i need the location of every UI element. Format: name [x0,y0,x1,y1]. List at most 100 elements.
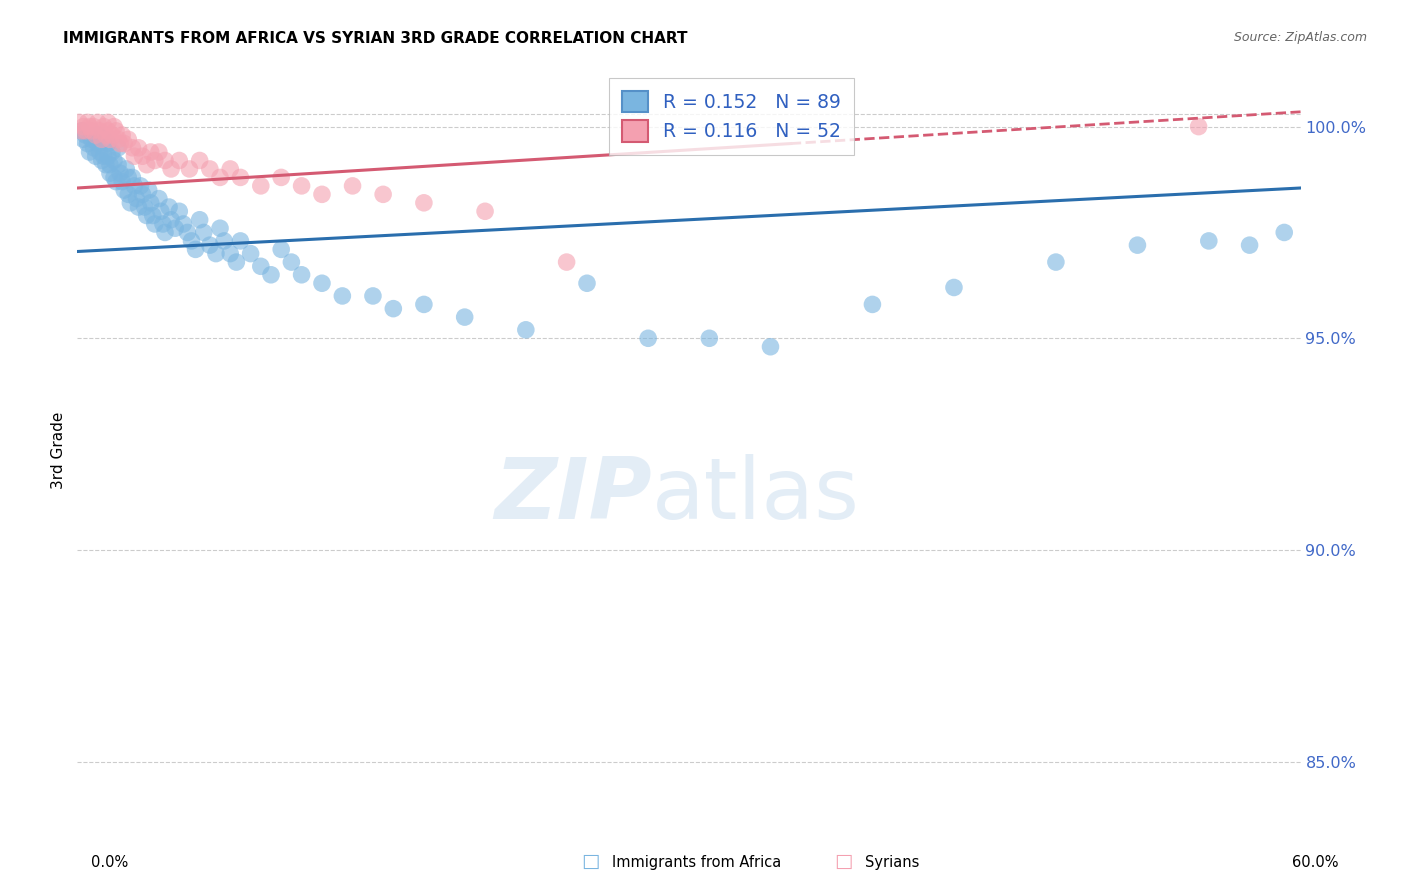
Point [280,255,302,269]
Point [135,158,157,172]
Point [1198,234,1220,248]
Point [153,153,176,168]
Point [117,132,139,146]
Point [127,200,149,214]
Point [70,124,93,138]
Point [87,128,110,142]
Text: ZIP: ZIP [495,454,652,537]
Point [198,161,221,176]
Point [94,128,117,142]
Point [1272,226,1295,240]
Point [87,115,110,129]
Text: IMMIGRANTS FROM AFRICA VS SYRIAN 3RD GRADE CORRELATION CHART: IMMIGRANTS FROM AFRICA VS SYRIAN 3RD GRA… [63,31,688,46]
Point [205,246,228,260]
Point [79,145,101,159]
Point [219,161,242,176]
Point [160,212,183,227]
Point [120,195,142,210]
Text: 0.0%: 0.0% [91,855,128,870]
Point [125,192,148,206]
Point [90,132,112,146]
Point [111,175,134,189]
Point [169,204,191,219]
Point [72,132,94,146]
Point [176,226,198,240]
Point [83,120,105,134]
Point [72,120,94,134]
Point [93,149,115,163]
Point [311,277,333,291]
Point [139,145,162,159]
Point [80,132,103,146]
Point [112,136,135,151]
Point [127,141,149,155]
Text: □: □ [581,852,600,871]
Point [1187,120,1209,134]
Point [188,153,211,168]
Legend: R = 0.152   N = 89, R = 0.116   N = 52: R = 0.152 N = 89, R = 0.116 N = 52 [609,78,855,155]
Point [212,234,235,248]
Point [149,204,172,219]
Point [76,136,98,151]
Point [131,149,153,163]
Point [1045,255,1067,269]
Point [143,153,166,168]
Point [260,268,283,282]
Point [94,158,117,172]
Point [105,124,128,138]
Point [131,187,153,202]
Point [108,166,131,180]
Point [103,153,125,168]
Point [342,178,364,193]
Point [97,149,120,163]
Point [101,128,124,142]
Point [97,115,120,129]
Point [98,158,121,172]
Point [97,124,120,138]
Point [699,331,721,345]
Point [129,178,152,193]
Point [153,226,176,240]
Point [193,226,215,240]
Point [157,200,180,214]
Text: Immigrants from Africa: Immigrants from Africa [612,855,780,870]
Point [124,178,146,193]
Point [239,246,262,260]
Point [75,128,97,142]
Point [143,217,166,231]
Point [1239,238,1261,252]
Point [89,145,111,159]
Point [93,132,115,146]
Point [135,209,157,223]
Point [270,170,292,185]
Text: Source: ZipAtlas.com: Source: ZipAtlas.com [1233,31,1367,45]
Point [862,297,884,311]
Point [124,149,146,163]
Point [290,178,312,193]
Point [111,128,134,142]
Text: 60.0%: 60.0% [1292,855,1339,870]
Point [103,120,125,134]
Point [75,124,97,138]
Point [67,115,90,129]
Point [84,128,107,142]
Point [121,141,143,155]
Point [80,124,103,138]
Text: atlas: atlas [652,454,860,537]
Point [121,170,143,185]
Point [332,289,354,303]
Point [87,136,110,151]
Point [108,136,131,151]
Text: □: □ [834,852,853,871]
Point [180,234,202,248]
Point [184,243,207,257]
Point [225,255,247,269]
Point [172,217,194,231]
Point [165,221,187,235]
Point [117,170,139,185]
Point [93,120,115,134]
Point [413,297,436,311]
Point [103,170,125,185]
Point [169,153,191,168]
Point [250,178,273,193]
